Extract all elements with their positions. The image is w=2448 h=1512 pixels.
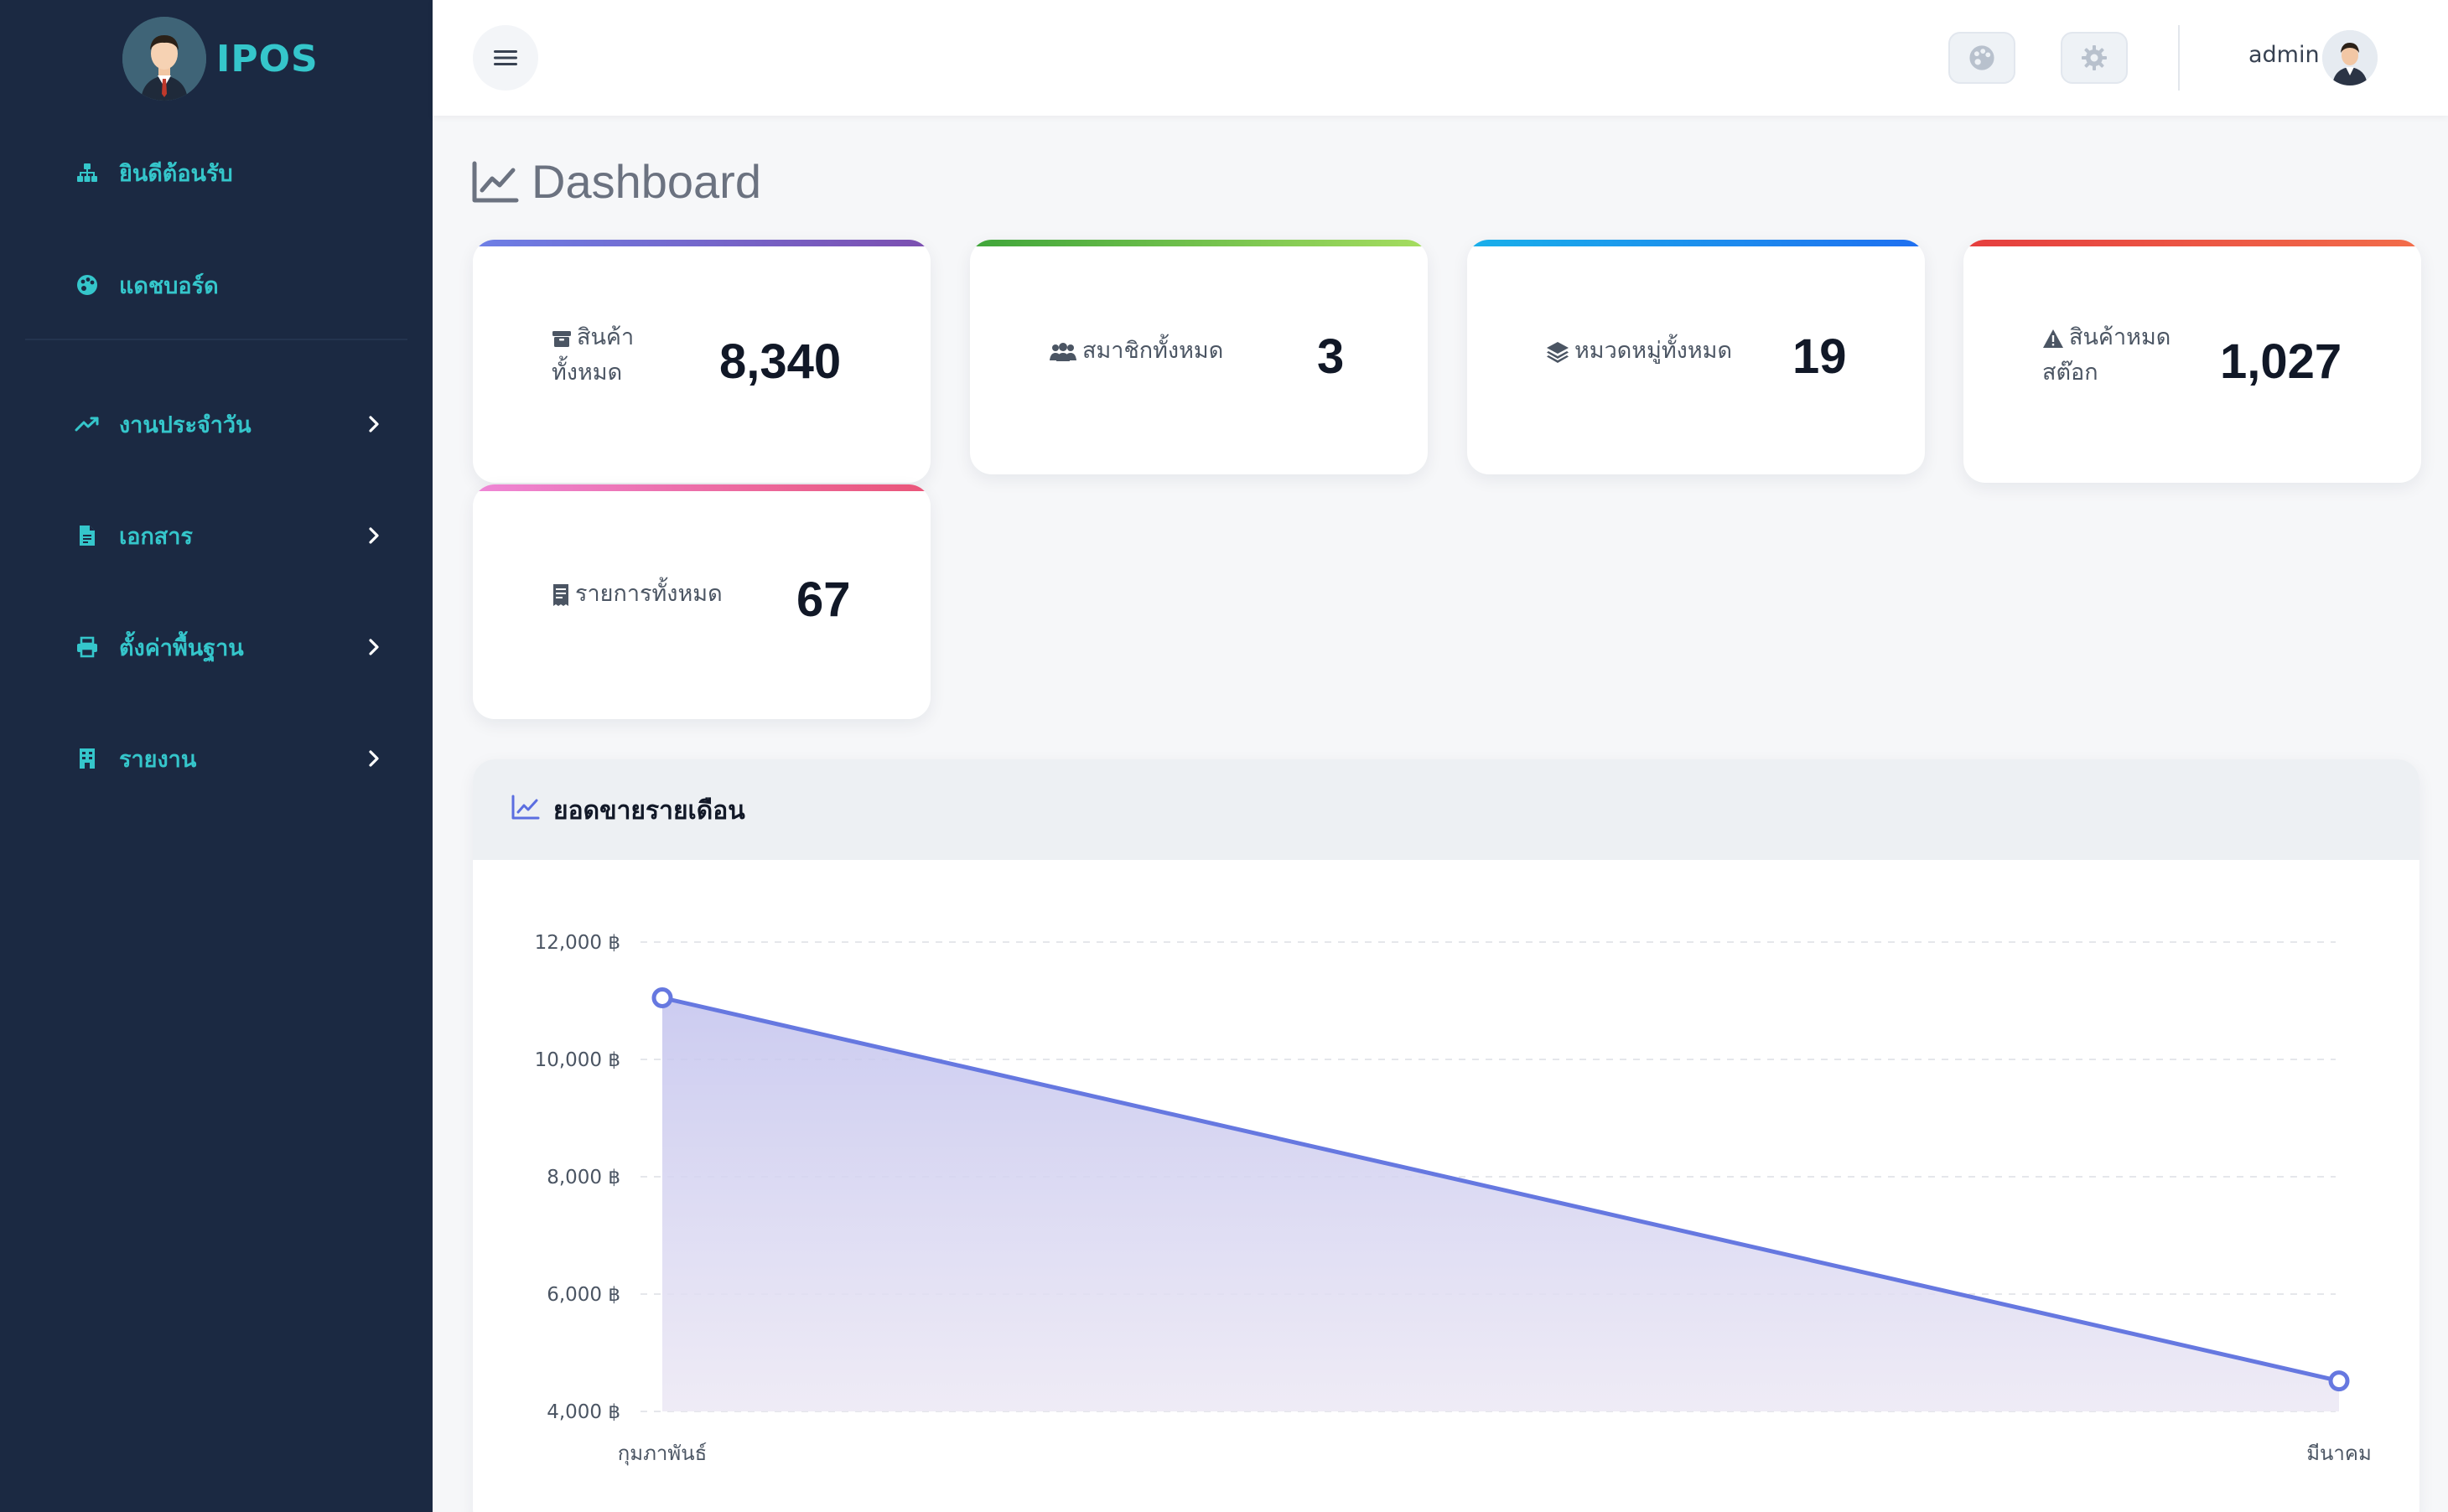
chevron-right-icon [369,750,379,767]
chevron-right-icon [369,527,379,544]
palette-icon [74,272,101,298]
chart-xtick-label: กุมภาพันธ์ [618,1442,708,1466]
sidebar-item-dashboard[interactable]: แดชบอร์ด [0,251,433,318]
stat-card-accent-bar [1963,240,2421,246]
chart-area-fill [662,997,2339,1411]
topbar: admin [433,0,2448,116]
chart-ytick-label: 4,000 ฿ [547,1401,620,1423]
trend-icon [74,411,101,438]
topbar-divider [2178,25,2180,91]
hamburger-icon [494,50,517,65]
user-avatar-icon[interactable] [2322,30,2378,85]
sidebar: IPOS ยินดีต้อนรับ แดชบอร์ด งานประจำวัน เ… [0,0,433,1512]
stat-label: สินค้า ทั้งหมด [552,324,635,386]
chevron-right-icon [369,639,379,655]
sidebar-item-label: รายงาน [119,746,197,773]
user-name[interactable]: admin [2248,42,2320,68]
stat-card-accent-bar [970,240,1428,246]
line-chart-icon [472,161,519,202]
stat-card-total-transactions[interactable]: รายการทั้งหมด 67 [473,484,931,719]
sidebar-item-documents[interactable]: เอกสาร [0,502,433,569]
stat-value: 67 [796,572,851,627]
brand[interactable]: IPOS [122,15,319,102]
sidebar-divider [25,339,407,340]
chart-ytick-label: 6,000 ฿ [547,1284,620,1306]
stat-value: 8,340 [719,334,842,389]
chart-series-line [661,996,2340,1384]
sidebar-item-label: แดชบอร์ด [119,272,219,299]
receipt-icon [553,583,568,606]
chevron-right-icon [369,416,379,432]
stat-value: 1,027 [2220,334,2342,389]
theme-palette-button[interactable] [1948,32,2015,84]
stat-value: 3 [1317,329,1345,384]
sidebar-item-reports[interactable]: รายงาน [0,725,433,792]
sitemap-icon [74,159,101,186]
sidebar-item-basic-settings[interactable]: ตั้งค่าพื้นฐาน [0,614,433,681]
chart-title: ยอดขายรายเดือน [553,796,745,826]
stat-card-total-products[interactable]: สินค้า ทั้งหมด 8,340 [473,240,931,483]
chart-xtick-label: มีนาคม [2306,1442,2372,1465]
printer-icon [74,634,101,660]
sidebar-item-label: ยินดีต้อนรับ [119,160,233,187]
palette-icon [1969,45,1994,70]
chart-point-1[interactable] [2328,1370,2350,1392]
stat-card-out-of-stock[interactable]: สินค้าหมด สต๊อก 1,027 [1963,240,2421,483]
monthly-sales-chart: 4,000 ฿ 6,000 ฿ 8,000 ฿ 10,000 ฿ 12,000 ฿ กุ… [535,932,2372,1466]
file-icon [74,522,101,549]
box-icon [552,330,571,347]
sidebar-item-label: งานประจำวัน [119,412,252,438]
gear-icon [2082,45,2107,70]
logo-avatar-icon [122,17,206,101]
sidebar-item-welcome[interactable]: ยินดีต้อนรับ [0,139,433,206]
settings-button[interactable] [2061,32,2128,84]
menu-toggle-button[interactable] [473,25,538,91]
sidebar-item-label: ตั้งค่าพื้นฐาน [119,634,244,661]
sidebar-item-label: เอกสาร [119,523,193,550]
brand-name: IPOS [216,37,319,80]
chart-point-0[interactable] [651,987,673,1008]
layers-icon [1547,341,1569,363]
stat-label: หมวดหมู่ทั้งหมด [1546,334,1732,369]
stat-label: สมาชิกทั้งหมด [1049,334,1223,369]
stat-card-accent-bar [473,240,931,246]
stat-label: รายการทั้งหมด [552,577,723,612]
stat-card-total-categories[interactable]: หมวดหมู่ทั้งหมด 19 [1467,240,1925,474]
stat-card-accent-bar [1467,240,1925,246]
chart-card-header: ยอดขายรายเดือน [473,759,2419,860]
page-title-text: Dashboard [532,155,761,208]
page-title: Dashboard [471,154,761,209]
building-icon [74,745,101,772]
stat-card-total-members[interactable]: สมาชิกทั้งหมด 3 [970,240,1428,474]
chart-ytick-label: 10,000 ฿ [535,1049,620,1071]
warning-icon [2043,329,2063,348]
sidebar-item-daily-work[interactable]: งานประจำวัน [0,391,433,458]
users-icon [1050,342,1076,361]
stat-label: สินค้าหมด สต๊อก [2042,324,2171,386]
monthly-sales-card: ยอดขายรายเดือน 4,000 ฿ 6,000 ฿ 8,000 ฿ 10,0… [473,759,2419,1512]
stat-card-accent-bar [473,484,931,491]
chart-ytick-label: 8,000 ฿ [547,1167,620,1188]
line-chart-icon [511,795,540,820]
chart-ytick-label: 12,000 ฿ [535,932,620,954]
stat-value: 19 [1792,329,1847,384]
